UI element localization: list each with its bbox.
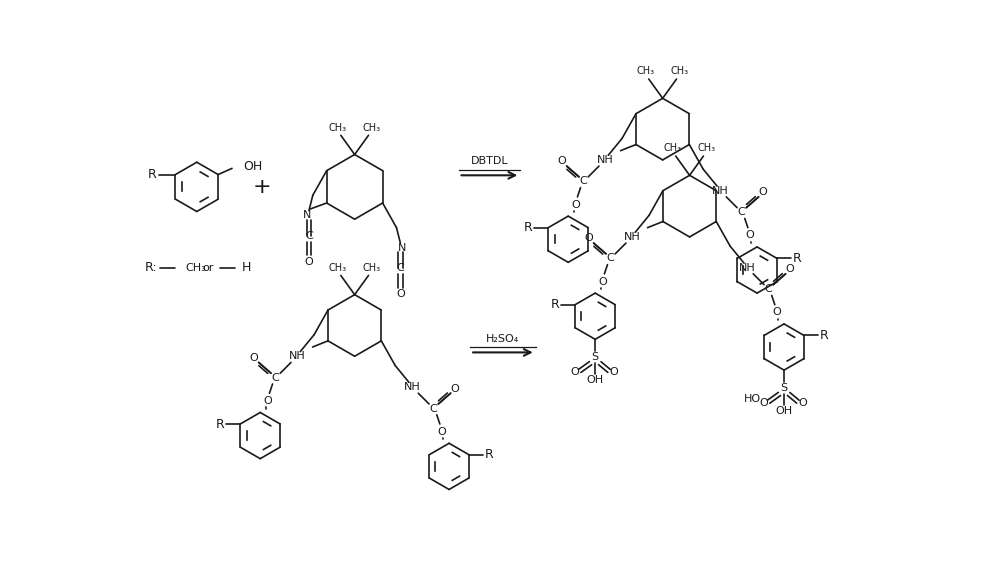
Text: O: O xyxy=(305,257,313,266)
Text: OH: OH xyxy=(243,160,262,174)
Text: N: N xyxy=(398,243,406,253)
Text: CH₃: CH₃ xyxy=(329,123,347,133)
Text: R:: R: xyxy=(144,261,157,274)
Text: HO: HO xyxy=(744,394,761,403)
Text: O: O xyxy=(609,368,618,377)
Text: C: C xyxy=(765,284,773,294)
Text: O: O xyxy=(264,396,272,406)
Text: O: O xyxy=(760,398,768,408)
Text: C: C xyxy=(738,207,746,217)
Text: O: O xyxy=(571,368,580,377)
Text: C: C xyxy=(305,231,313,241)
Text: H₂SO₄: H₂SO₄ xyxy=(486,333,520,344)
Text: C: C xyxy=(430,403,438,414)
Text: CH₃: CH₃ xyxy=(363,263,381,273)
Text: H: H xyxy=(241,261,251,274)
Text: O: O xyxy=(396,289,405,299)
Text: R: R xyxy=(820,329,828,342)
Text: C: C xyxy=(580,176,587,187)
Text: S: S xyxy=(780,383,788,393)
Text: CH₃: CH₃ xyxy=(664,143,682,154)
Text: N: N xyxy=(303,211,312,220)
Text: CH₃: CH₃ xyxy=(329,263,347,273)
Text: O: O xyxy=(772,307,781,318)
Text: +: + xyxy=(253,177,272,197)
Text: S: S xyxy=(592,352,599,362)
Text: R: R xyxy=(485,448,493,461)
Text: OH: OH xyxy=(587,375,604,385)
Text: R: R xyxy=(793,252,801,265)
Text: OH: OH xyxy=(775,406,793,416)
Text: C: C xyxy=(396,263,404,274)
Text: CH₃: CH₃ xyxy=(363,123,381,133)
Text: O: O xyxy=(558,156,566,167)
Text: R: R xyxy=(551,298,560,311)
Text: O: O xyxy=(250,353,258,363)
Text: NH: NH xyxy=(624,232,641,242)
Text: NH: NH xyxy=(739,263,755,273)
Text: CH₃: CH₃ xyxy=(185,263,206,273)
Text: R: R xyxy=(524,221,533,234)
Text: or: or xyxy=(203,263,214,273)
Text: NH: NH xyxy=(404,382,420,392)
Text: R: R xyxy=(148,168,157,181)
Text: O: O xyxy=(437,427,446,437)
Text: O: O xyxy=(786,264,795,274)
Text: CH₃: CH₃ xyxy=(671,67,689,76)
Text: O: O xyxy=(451,384,460,394)
Text: CH₃: CH₃ xyxy=(637,67,655,76)
Text: NH: NH xyxy=(289,351,306,361)
Text: R: R xyxy=(216,418,225,431)
Text: O: O xyxy=(798,398,807,408)
Text: NH: NH xyxy=(712,185,728,196)
Text: O: O xyxy=(572,200,580,209)
Text: DBTDL: DBTDL xyxy=(471,156,508,167)
Text: CH₃: CH₃ xyxy=(697,143,716,154)
Text: C: C xyxy=(272,373,279,383)
Text: NH: NH xyxy=(597,155,614,165)
Text: C: C xyxy=(607,253,614,263)
Text: O: O xyxy=(759,187,768,197)
Text: O: O xyxy=(598,277,607,287)
Text: O: O xyxy=(745,230,754,240)
Text: O: O xyxy=(585,233,593,244)
